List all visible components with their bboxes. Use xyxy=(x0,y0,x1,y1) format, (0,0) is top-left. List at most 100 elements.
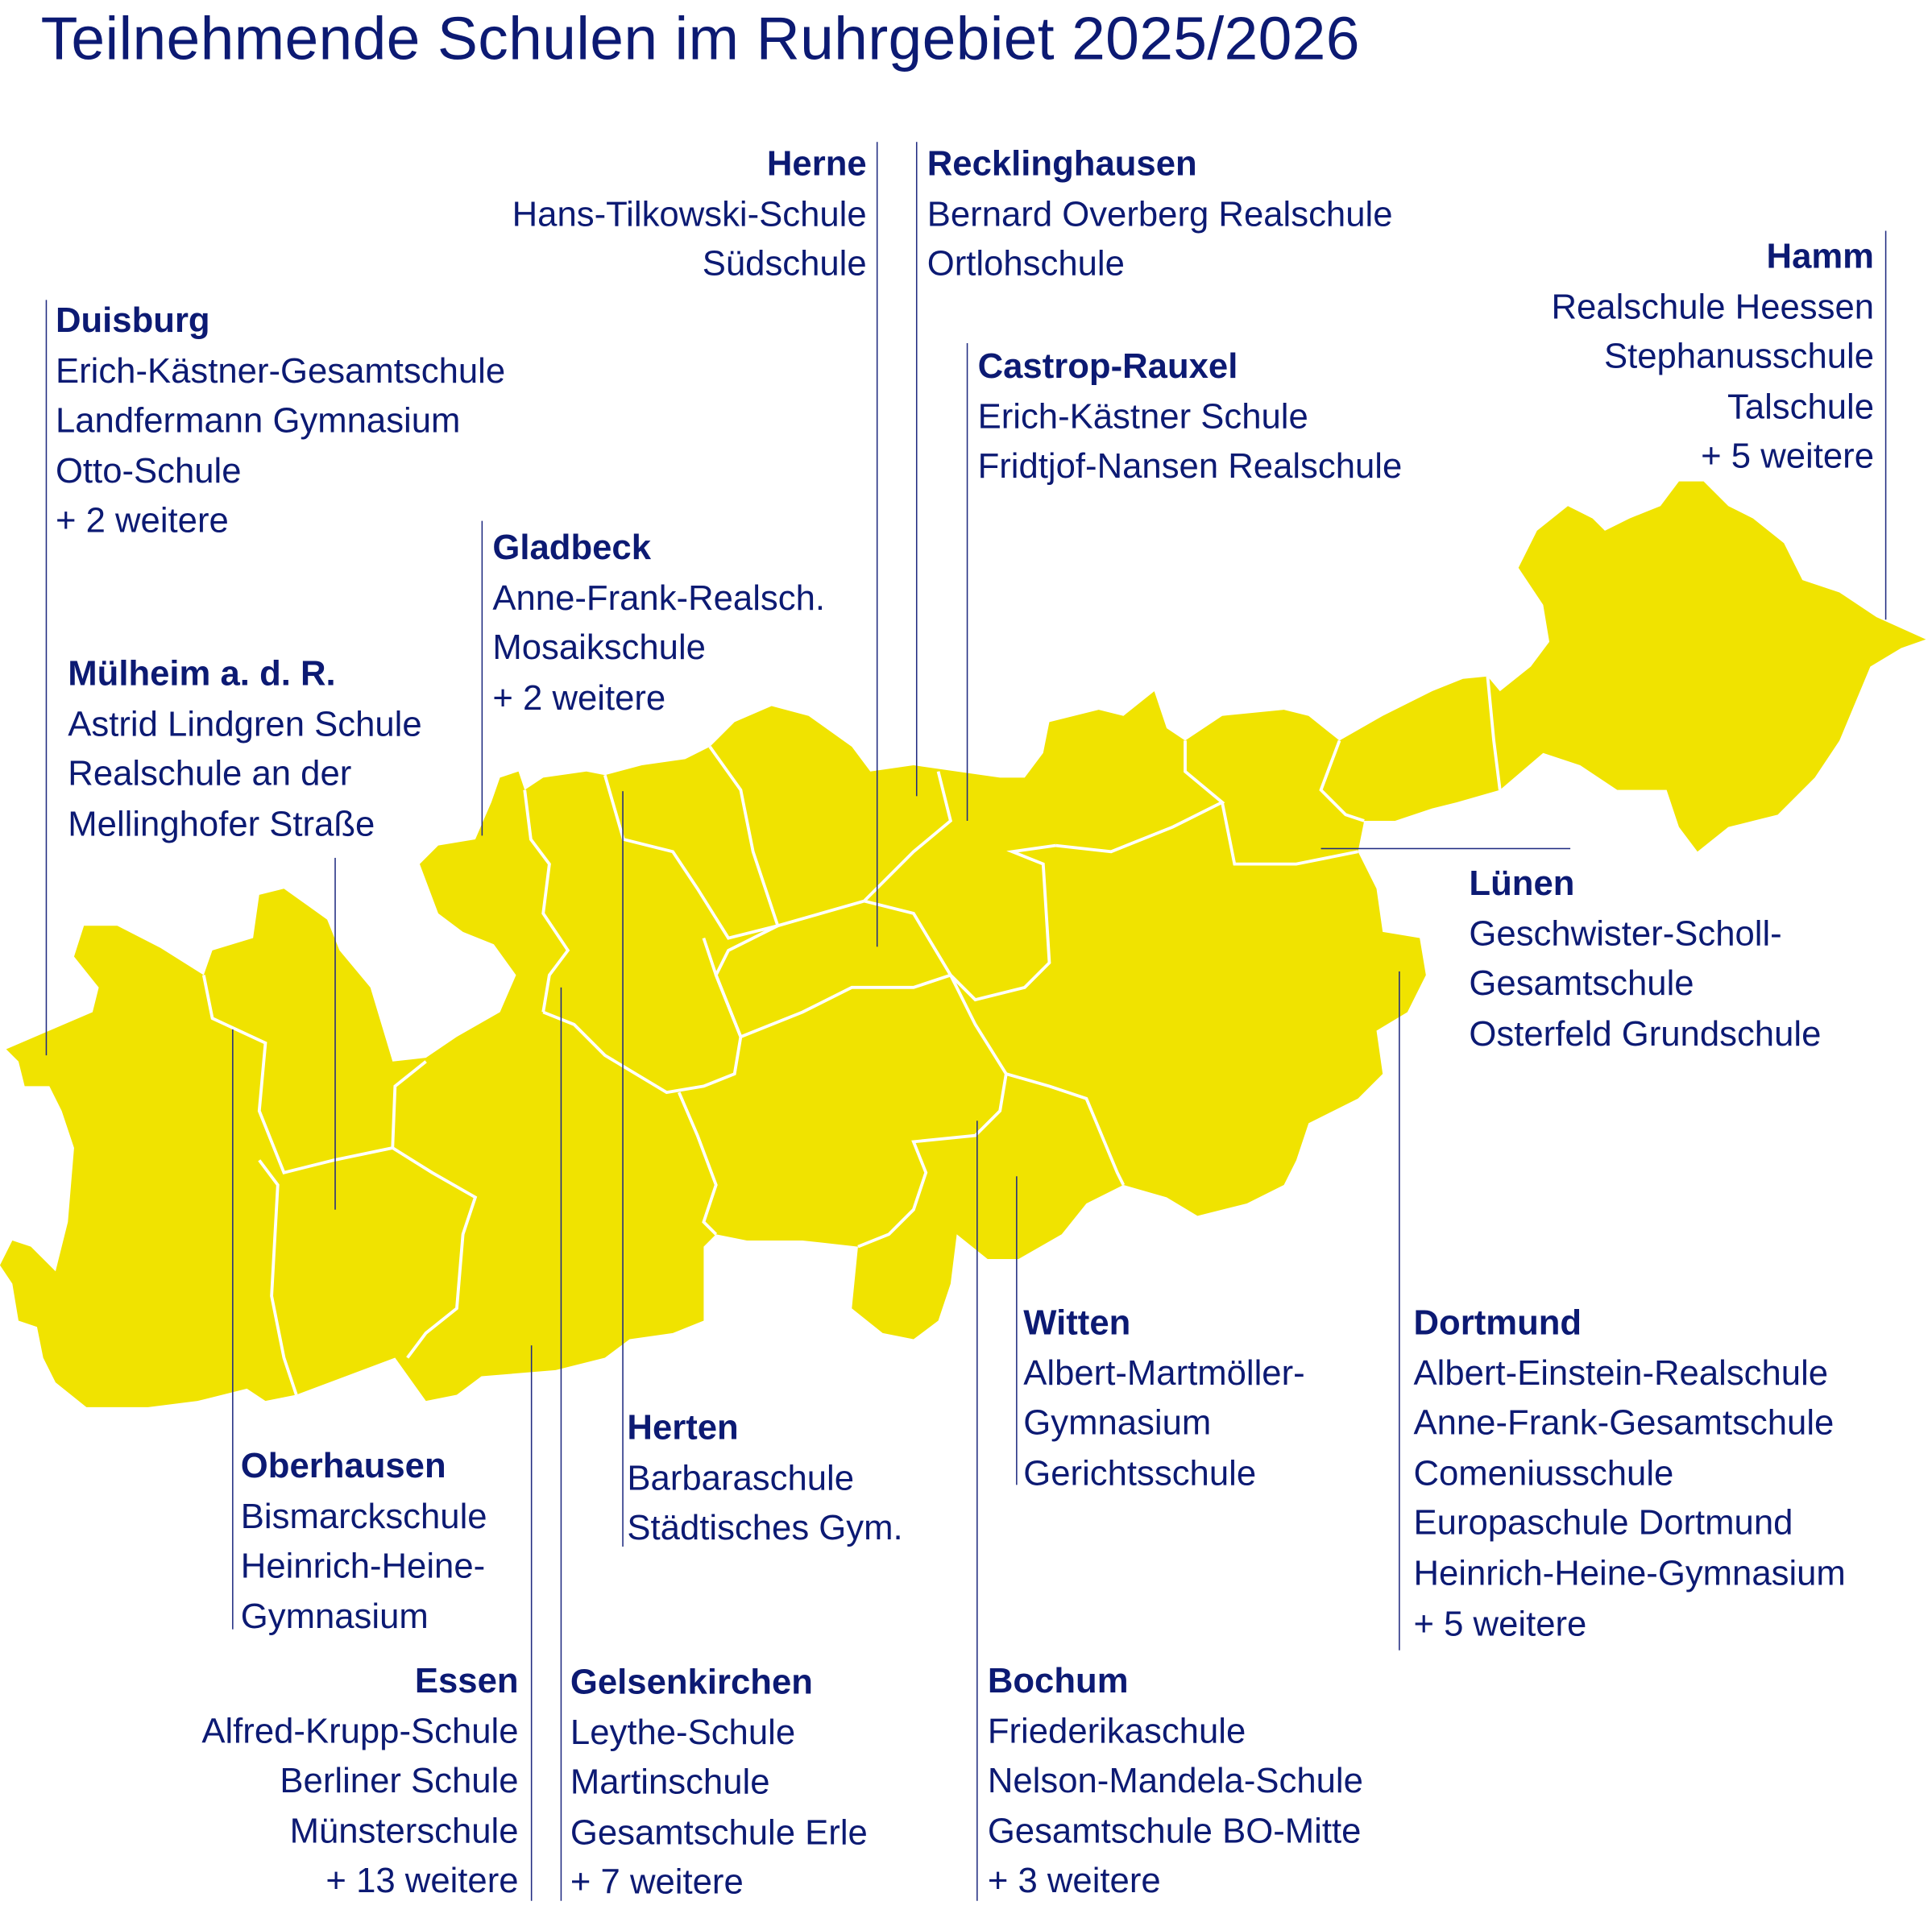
school-name: Heinrich-Heine-Gymnasium xyxy=(1413,1554,1846,1594)
city-label-herten: Herten Barbaraschule Städtisches Gym. xyxy=(627,1403,902,1554)
city-border xyxy=(603,774,778,940)
school-name: Barbaraschule xyxy=(627,1458,855,1498)
leader-line-herten xyxy=(622,791,624,1547)
school-name: Anne-Frank-Realsch. xyxy=(492,578,826,619)
leader-line-dortmund xyxy=(1399,971,1400,1651)
city-label-lünen: Lünen Geschwister-Scholl- Gesamtschule Oste… xyxy=(1469,859,1821,1059)
city-label-gelsenkirchen: Gelsenkirchen Leythe-Schule Martinschule Ge… xyxy=(570,1658,868,1908)
leader-line-hamm xyxy=(1884,230,1887,620)
city-label-dortmund: Dortmund Albert-Einstein-Realschule Anne-F… xyxy=(1413,1299,1845,1649)
region-shape xyxy=(0,481,1926,1407)
school-name: Mosaikschule xyxy=(492,628,706,669)
school-name: Otto-Schule xyxy=(55,451,242,491)
leader-line-bochum xyxy=(976,1120,978,1901)
city-border xyxy=(201,975,427,1174)
school-name: Realschule an der xyxy=(68,754,352,794)
school-name: Bismarckschule xyxy=(240,1497,487,1537)
school-name: Realschule Heessen xyxy=(1551,287,1875,327)
more-schools-count: + 5 weitere xyxy=(1701,437,1875,478)
school-name: Gymnasium xyxy=(1023,1403,1212,1444)
city-name: Mülheim a. d. R. xyxy=(68,654,336,694)
city-name: Lünen xyxy=(1469,864,1575,904)
school-name: Leythe-Schule xyxy=(570,1713,796,1753)
city-border xyxy=(857,1073,1008,1249)
city-name: Bochum xyxy=(987,1661,1129,1701)
city-border xyxy=(708,745,953,928)
city-name: Herten xyxy=(627,1408,739,1448)
city-label-duisburg: Duisburg Erich-Kästner-Gesamtschule Landfe… xyxy=(56,296,505,547)
page-title: Teilnehmende Schulen im Ruhrgebiet 2025/… xyxy=(40,6,1360,73)
school-name: Albert-Martmöller- xyxy=(1023,1353,1305,1394)
city-border xyxy=(864,843,1056,1002)
school-name: Mellinghofer Straße xyxy=(68,804,375,844)
more-schools-count: + 2 weitere xyxy=(492,678,666,719)
city-name: Oberhausen xyxy=(240,1446,446,1486)
school-name: Gesamtschule xyxy=(1469,964,1694,1004)
school-name: Anne-Frank-Gesamtschule xyxy=(1413,1403,1835,1444)
leader-line-herne xyxy=(876,142,878,947)
city-name: Castrop-Rauxel xyxy=(977,346,1238,387)
city-border xyxy=(523,789,570,1013)
more-schools-count: + 5 weitere xyxy=(1413,1604,1587,1644)
school-name: Europaschule Dortmund xyxy=(1413,1503,1793,1543)
school-name: Münsterschule xyxy=(289,1812,519,1852)
city-name: Gelsenkirchen xyxy=(570,1663,813,1703)
more-schools-count: + 7 weitere xyxy=(570,1862,744,1903)
school-name: Albert-Einstein-Realschule xyxy=(1413,1353,1829,1394)
school-name: Stephanusschule xyxy=(1603,337,1875,377)
city-border xyxy=(1486,676,1502,790)
leader-line-recklinghausen xyxy=(915,142,918,797)
city-border xyxy=(1055,740,1225,854)
city-name: Dortmund xyxy=(1413,1303,1582,1344)
school-name: Erich-Kästner Schule xyxy=(977,396,1308,437)
leader-line-gladbeck xyxy=(481,520,483,836)
leader-line-witten xyxy=(1016,1176,1018,1485)
leader-line-oberhausen xyxy=(232,1029,234,1630)
more-schools-count: + 2 weitere xyxy=(55,501,229,541)
school-name: Comeniusschule xyxy=(1413,1453,1674,1493)
school-name: Friederikaschule xyxy=(987,1711,1246,1751)
city-name: Witten xyxy=(1023,1303,1131,1344)
school-name: Martinschule xyxy=(570,1763,770,1803)
city-label-gladbeck: Gladbeck Anne-Frank-Realsch. Mosaikschule +… xyxy=(492,524,825,724)
city-label-herne: Herne Hans-Tilkowski-Schule Südschule xyxy=(512,139,867,290)
city-name: Recklinghausen xyxy=(927,144,1197,184)
school-name: Südschule xyxy=(702,244,867,284)
school-name: Talschule xyxy=(1727,387,1875,427)
city-label-recklinghausen: Recklinghausen Bernard Overberg Realschul… xyxy=(927,139,1393,290)
school-name: Fridtjof-Nansen Realschule xyxy=(977,446,1403,487)
school-name: Gerichtsschule xyxy=(1023,1453,1257,1493)
leader-line-essen xyxy=(530,1345,533,1901)
city-label-castrop-rauxel: Castrop-Rauxel Erich-Kästner Schule Fridtj… xyxy=(978,342,1403,492)
city-name: Gladbeck xyxy=(492,528,652,568)
school-name: Nelson-Mandela-Schule xyxy=(987,1761,1363,1801)
city-name: Hamm xyxy=(1766,237,1875,277)
school-name: Berliner Schule xyxy=(280,1761,519,1801)
city-border xyxy=(1221,802,1358,866)
school-name: Hans-Tilkowski-Schule xyxy=(512,194,867,234)
city-border xyxy=(714,924,951,1039)
city-border xyxy=(1319,739,1365,822)
leader-line-duisburg xyxy=(45,300,48,1056)
city-label-mülheim-a-d-r: Mülheim a. d. R. Astrid Lindgren Schule Re… xyxy=(68,649,421,850)
school-name: Landfermann Gymnasium xyxy=(55,401,461,441)
school-name: Gesamtschule BO-Mitte xyxy=(987,1812,1362,1852)
more-schools-count: + 3 weitere xyxy=(987,1862,1161,1902)
city-label-oberhausen: Oberhausen Bismarckschule Heinrich-Heine- G… xyxy=(241,1442,487,1642)
school-name: Geschwister-Scholl- xyxy=(1469,913,1782,954)
city-name: Essen xyxy=(414,1661,519,1701)
school-name: Ortlohschule xyxy=(927,244,1125,284)
school-name: Bernard Overberg Realschule xyxy=(927,194,1393,234)
school-name: Alfred-Krupp-Schule xyxy=(201,1711,519,1751)
city-label-hamm: Hamm Realschule Heessen Stephanusschule Tal… xyxy=(1551,232,1874,483)
city-border xyxy=(949,974,1126,1186)
city-borders xyxy=(201,676,1502,1396)
school-name: Heinrich-Heine- xyxy=(240,1547,486,1587)
school-name: Städtisches Gym. xyxy=(627,1508,903,1548)
school-name: Gymnasium xyxy=(240,1597,429,1637)
city-name: Herne xyxy=(766,144,867,184)
leader-line-castrop-rauxel xyxy=(966,342,968,821)
city-label-witten: Witten Albert-Martmöller- Gymnasium Gericht… xyxy=(1023,1299,1304,1499)
city-label-bochum: Bochum Friederikaschule Nelson-Mandela-Sch… xyxy=(988,1656,1363,1907)
